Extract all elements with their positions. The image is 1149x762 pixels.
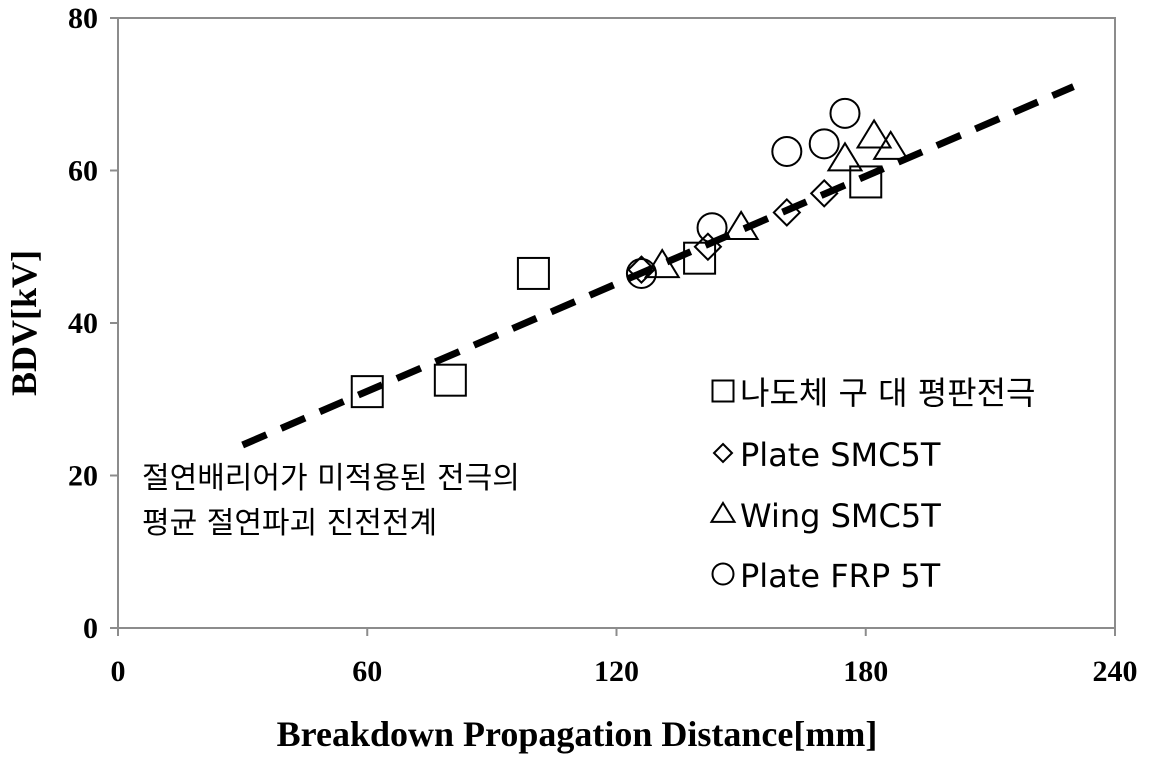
annotation-line-2: 평균 절연파괴 진전전계 bbox=[142, 506, 437, 541]
circle-marker bbox=[829, 97, 861, 129]
circle-marker bbox=[808, 128, 840, 160]
trendline-dashed bbox=[241, 83, 1075, 449]
y-tick-label: 0 bbox=[83, 612, 98, 645]
legend-circle-icon bbox=[711, 562, 735, 586]
diamond-marker bbox=[809, 178, 839, 208]
x-axis-title: Breakdown Propagation Distance[mm] bbox=[277, 714, 878, 754]
annotation-line-1: 절연배리어가 미적용된 전극의 bbox=[142, 461, 520, 496]
square-marker bbox=[516, 256, 550, 290]
triangle-marker bbox=[826, 141, 864, 172]
y-tick-label: 80 bbox=[68, 2, 98, 35]
x-tick-label: 180 bbox=[843, 655, 888, 688]
x-tick-label: 240 bbox=[1093, 655, 1138, 688]
legend: 나도체 구 대 평판전극 Plate SMC5T Wing SMC5T Plate F… bbox=[709, 374, 1035, 595]
y-tick-label: 40 bbox=[68, 307, 98, 340]
triangle-marker bbox=[872, 129, 909, 160]
square-marker bbox=[433, 363, 467, 397]
circle-marker bbox=[771, 135, 803, 167]
triangle-marker bbox=[855, 118, 893, 149]
y-axis-title: BDV[kV] bbox=[4, 250, 44, 396]
circle-marker bbox=[696, 212, 728, 244]
x-tick-label: 0 bbox=[111, 655, 126, 688]
legend-label: Wing SMC5T bbox=[740, 497, 941, 535]
circle-marker bbox=[625, 257, 657, 289]
trendline bbox=[241, 83, 1075, 449]
legend-label: Plate FRP 5T bbox=[740, 557, 941, 595]
y-tick-label: 60 bbox=[68, 155, 98, 188]
y-tick-label: 20 bbox=[68, 460, 98, 493]
x-tick-label: 120 bbox=[594, 655, 639, 688]
y-axis-ticks: 0 20 40 60 80 bbox=[68, 2, 118, 645]
legend-label: Plate SMC5T bbox=[740, 436, 941, 474]
legend-triangle-icon bbox=[709, 501, 737, 523]
data-points bbox=[350, 97, 909, 409]
x-axis-ticks: 0 60 120 180 240 bbox=[111, 628, 1138, 688]
legend-label: 나도체 구 대 평판전극 bbox=[740, 374, 1035, 412]
legend-diamond-icon bbox=[712, 442, 734, 464]
legend-square-icon bbox=[711, 379, 735, 403]
triangle-marker bbox=[643, 248, 681, 279]
x-tick-label: 60 bbox=[352, 655, 382, 688]
annotation: 절연배리어가 미적용된 전극의 평균 절연파괴 진전전계 bbox=[142, 461, 520, 541]
triangle-marker bbox=[722, 210, 760, 240]
square-marker bbox=[849, 165, 883, 199]
square-marker bbox=[350, 375, 384, 409]
diamond-marker bbox=[772, 198, 802, 227]
diamond-marker bbox=[627, 255, 656, 285]
